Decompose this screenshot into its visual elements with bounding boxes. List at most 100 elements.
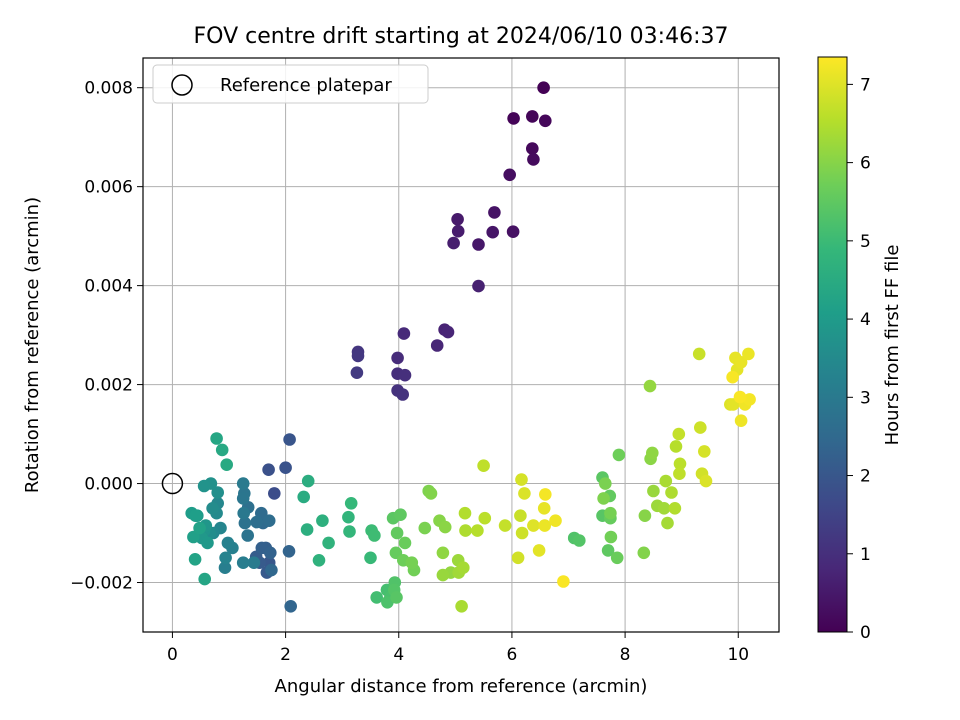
data-point bbox=[507, 112, 520, 125]
data-point bbox=[398, 368, 412, 382]
colorbar-tick-label: 6 bbox=[860, 154, 871, 174]
x-tick-label: 8 bbox=[620, 645, 631, 665]
data-point bbox=[218, 561, 232, 574]
data-point bbox=[284, 600, 298, 613]
data-point bbox=[397, 327, 411, 340]
data-point bbox=[265, 563, 278, 577]
legend: Reference platepar bbox=[152, 64, 429, 104]
data-point bbox=[300, 523, 314, 536]
legend-marker-hollow-circle bbox=[171, 74, 193, 96]
data-point bbox=[503, 168, 516, 182]
data-point bbox=[526, 142, 539, 155]
chart-title: FOV centre drift starting at 2024/06/10 … bbox=[194, 24, 729, 49]
data-point bbox=[316, 514, 329, 527]
data-point bbox=[526, 110, 539, 123]
data-point bbox=[322, 536, 335, 550]
data-point bbox=[699, 474, 713, 488]
data-point bbox=[604, 530, 618, 544]
data-point bbox=[537, 502, 551, 515]
data-point bbox=[268, 487, 281, 500]
data-point bbox=[612, 448, 626, 462]
data-point bbox=[527, 519, 540, 532]
colorbar-tick-label: 5 bbox=[860, 232, 871, 252]
data-point bbox=[241, 529, 254, 542]
data-point bbox=[515, 526, 529, 540]
reference-platepar-marker bbox=[161, 472, 184, 495]
colorbar-tick-label: 4 bbox=[860, 310, 871, 330]
data-point bbox=[661, 516, 674, 530]
data-point bbox=[262, 514, 276, 527]
y-tick-label: 0.004 bbox=[84, 277, 133, 297]
data-point bbox=[451, 213, 464, 226]
data-point bbox=[368, 529, 381, 542]
data-point bbox=[601, 544, 615, 557]
data-point bbox=[264, 546, 277, 560]
data-point bbox=[220, 458, 233, 472]
data-point bbox=[665, 486, 678, 499]
x-tick-label: 0 bbox=[167, 645, 178, 665]
data-point bbox=[197, 479, 211, 493]
y-tick-label: −0.002 bbox=[70, 574, 133, 594]
data-point bbox=[692, 347, 706, 361]
data-point bbox=[398, 536, 412, 550]
data-point bbox=[343, 525, 356, 538]
data-point bbox=[457, 561, 470, 574]
data-point bbox=[350, 366, 364, 380]
data-point bbox=[610, 551, 624, 565]
data-point bbox=[247, 556, 261, 569]
data-point bbox=[282, 545, 296, 558]
data-point bbox=[659, 474, 673, 488]
data-point bbox=[657, 502, 671, 515]
data-point bbox=[451, 224, 465, 238]
data-point bbox=[312, 554, 326, 567]
data-point bbox=[549, 514, 562, 527]
data-point bbox=[673, 467, 686, 481]
data-point bbox=[643, 379, 657, 393]
data-point bbox=[390, 526, 404, 540]
data-point bbox=[734, 356, 748, 369]
data-point bbox=[188, 553, 202, 566]
data-point bbox=[237, 506, 250, 520]
data-point bbox=[458, 506, 472, 520]
data-point bbox=[262, 463, 275, 477]
colorbar-ticks: 0 1 2 3 4 5 6 7 bbox=[847, 75, 871, 643]
data-point bbox=[201, 536, 214, 550]
y-tick-label: 0.008 bbox=[84, 79, 133, 99]
colorbar-tick-label: 7 bbox=[860, 75, 871, 95]
data-point bbox=[396, 388, 410, 401]
data-point bbox=[210, 432, 223, 445]
data-point bbox=[498, 519, 512, 532]
x-tick-label: 2 bbox=[280, 645, 291, 665]
data-point bbox=[436, 568, 450, 582]
data-point bbox=[672, 427, 686, 441]
x-axis-label: Angular distance from reference (arcmin) bbox=[275, 676, 648, 697]
colorbar-tick-label: 2 bbox=[860, 467, 871, 487]
legend-box bbox=[152, 64, 429, 104]
y-tick-label: 0.002 bbox=[84, 376, 133, 396]
x-tick-label: 4 bbox=[393, 645, 404, 665]
data-point bbox=[283, 433, 296, 446]
data-point bbox=[198, 572, 211, 586]
data-point bbox=[478, 511, 492, 525]
data-point bbox=[193, 521, 206, 535]
data-point bbox=[390, 591, 403, 604]
data-point bbox=[418, 521, 432, 535]
data-point bbox=[344, 497, 358, 510]
y-axis-ticks: −0.002 0.000 0.002 0.004 0.006 0.008 bbox=[70, 79, 143, 594]
data-point bbox=[506, 225, 520, 238]
colorbar-label: Hours from first FF file bbox=[882, 245, 903, 446]
data-point bbox=[189, 509, 202, 522]
data-point bbox=[455, 600, 468, 613]
data-point bbox=[668, 502, 682, 515]
data-point bbox=[669, 440, 683, 453]
data-point bbox=[471, 524, 484, 537]
data-point bbox=[573, 534, 586, 547]
legend-label: Reference platepar bbox=[220, 75, 392, 96]
plot-frame bbox=[142, 57, 780, 633]
data-point bbox=[236, 556, 250, 569]
x-tick-label: 6 bbox=[507, 645, 518, 665]
data-point bbox=[342, 510, 355, 524]
data-point bbox=[206, 502, 219, 515]
